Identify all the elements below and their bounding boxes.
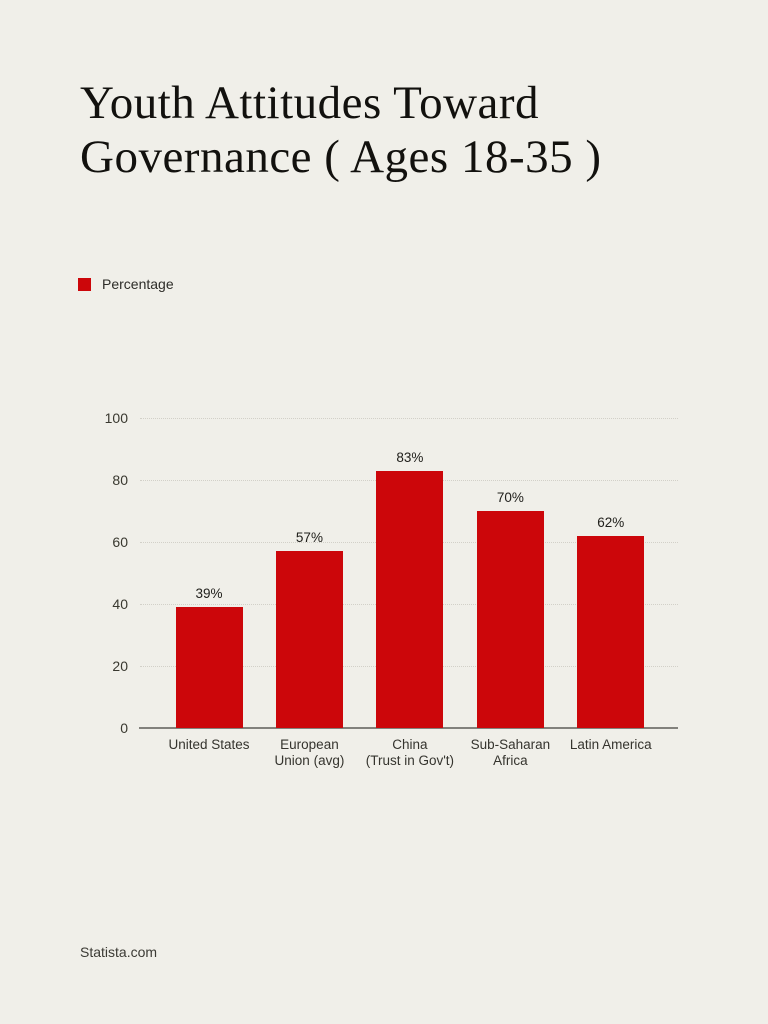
x-axis-label-sub-saharan-africa: Sub-Saharan Africa [470,737,551,768]
legend-swatch-icon [78,277,91,291]
source-attribution: Statista.com [80,944,158,960]
y-axis-tick-label-20: 20 [112,658,128,674]
chart-title: Youth Attitudes Toward Governance ( Ages… [80,77,602,183]
x-axis-label-united-states: United States [168,737,250,752]
bar-united-states [175,607,243,728]
y-axis-tick-label-100: 100 [104,410,128,426]
x-axis-label-european-union-avg: European Union (avg) [274,737,345,768]
bar-latin-america [577,535,645,728]
legend-label: Percentage [102,276,174,292]
bar-chart-plot-area: 0 20 40 60 80 100 39% United States 57% European … [0,408,768,788]
x-axis-line [139,727,678,729]
y-axis-tick-label-0: 0 [120,720,128,736]
bar-value-label-china-trust-in-gov-t: 83% [396,449,424,465]
bar-value-label-sub-saharan-africa: 70% [496,490,524,505]
bar-value-label-european-union-avg: 57% [295,530,323,546]
x-axis-label-china-trust-in-gov-t: China (Trust in Gov't) [365,737,455,768]
bar-china-trust-in-gov-t [376,470,444,728]
gridline-100 [140,418,678,419]
bar-european-union-avg [275,551,343,728]
y-axis-tick-label-80: 80 [112,472,128,488]
bar-value-label-latin-america: 62% [597,514,625,530]
y-axis-tick-label-60: 60 [112,534,128,550]
bar-value-label-united-states: 39% [195,586,223,602]
x-axis-label-latin-america: Latin America [569,737,652,752]
legend: Percentage [78,276,174,292]
y-axis-tick-label-40: 40 [112,596,128,612]
bar-sub-saharan-africa [476,511,544,728]
